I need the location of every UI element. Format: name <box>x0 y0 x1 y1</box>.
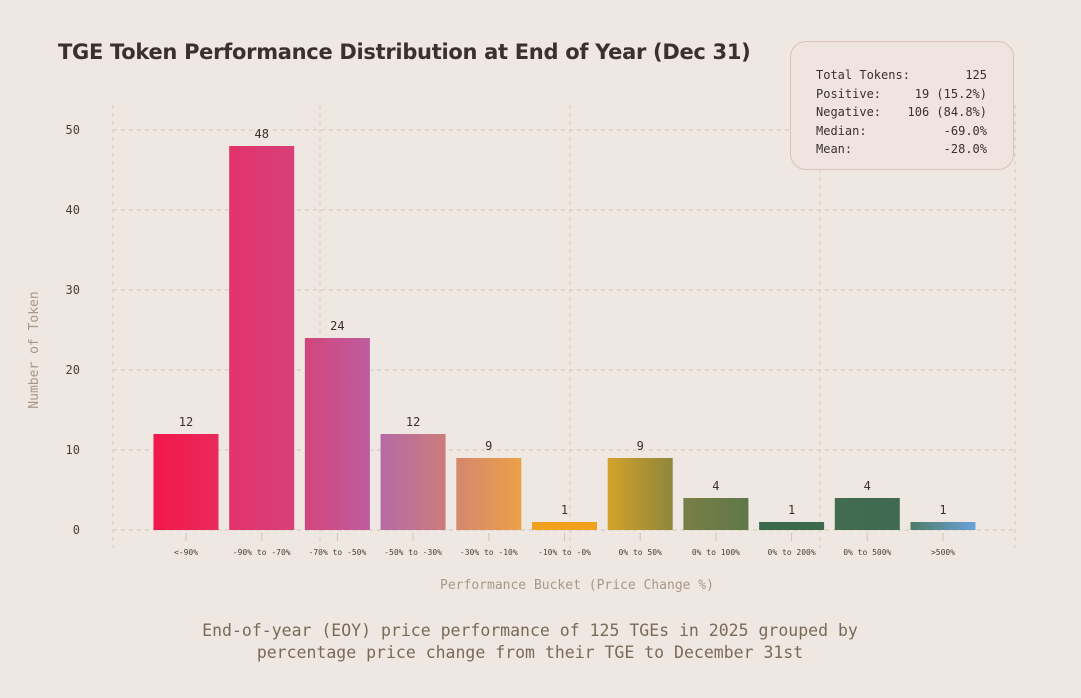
y-tick-label: 0 <box>73 523 80 537</box>
x-tick-label: -30% to -10% <box>460 548 518 557</box>
y-tick-label: 50 <box>66 123 80 137</box>
stat-row: Median: -69.0% <box>816 122 987 141</box>
x-tick-label: -50% to -30% <box>384 548 442 557</box>
stat-label: Negative: <box>816 105 882 119</box>
x-tick-label: -70% to -50% <box>309 548 367 557</box>
bar-value-label: 12 <box>406 415 420 429</box>
bar <box>153 434 219 530</box>
bar-value-label: 4 <box>712 479 719 493</box>
x-tick-label: -90% to -70% <box>233 548 291 557</box>
bar <box>456 458 522 530</box>
stat-value: 106 (84.8%) <box>907 105 987 119</box>
x-tick-label: <-90% <box>174 548 198 557</box>
x-tick-label: 0% to 500% <box>843 548 891 557</box>
bar <box>683 498 749 530</box>
stat-label: Total Tokens: <box>816 68 910 82</box>
stat-row: Positive: 19 (15.2%) <box>816 85 987 104</box>
bar-value-label: 4 <box>864 479 871 493</box>
bar-value-label: 1 <box>939 503 946 517</box>
bar-value-label: 48 <box>254 127 268 141</box>
chart-title: TGE Token Performance Distribution at En… <box>58 40 751 64</box>
bar <box>304 338 370 530</box>
bar-value-label: 9 <box>637 439 644 453</box>
stat-value: 125 <box>965 68 987 82</box>
bar-value-label: 1 <box>788 503 795 517</box>
caption: End-of-year (EOY) price performance of 1… <box>0 620 1060 664</box>
stat-value: -69.0% <box>943 123 987 138</box>
y-tick-label: 20 <box>66 363 80 377</box>
y-axis-label: Number of Token <box>27 291 42 408</box>
stat-value: 19 (15.2%) <box>914 86 987 101</box>
y-tick-label: 10 <box>66 443 80 457</box>
stat-label: Mean: <box>816 142 853 156</box>
x-tick-label: 0% to 50% <box>619 548 663 557</box>
bar <box>607 458 673 530</box>
stats-box: Total Tokens: 125 Positive: 19 (15.2%) Neg… <box>790 41 1014 170</box>
y-tick-label: 30 <box>66 283 80 297</box>
bar <box>834 498 900 530</box>
x-axis-label: Performance Bucket (Price Change %) <box>440 578 714 593</box>
stat-row: Total Tokens: 125 <box>816 66 987 85</box>
stat-row: Mean: -28.0% <box>816 140 987 159</box>
bar-value-label: 1 <box>561 503 568 517</box>
bar <box>910 522 976 530</box>
bar <box>380 434 446 530</box>
x-tick-label: 0% to 100% <box>692 548 740 557</box>
stat-value: -28.0% <box>943 142 987 156</box>
bar <box>759 522 825 530</box>
caption-line: percentage price change from their TGE t… <box>256 643 804 662</box>
x-tick-label: 0% to 200% <box>768 548 816 557</box>
bar-value-label: 24 <box>330 319 344 333</box>
x-tick-label: -10% to -0% <box>538 548 591 557</box>
bar-value-label: 9 <box>485 439 492 453</box>
bar-value-label: 12 <box>179 415 193 429</box>
x-tick-label: >500% <box>931 548 955 557</box>
stat-row: Negative: 106 (84.8%) <box>816 103 987 122</box>
stat-label: Positive: <box>816 86 882 101</box>
y-tick-label: 40 <box>66 203 80 217</box>
bar <box>229 146 295 530</box>
caption-line: End-of-year (EOY) price performance of 1… <box>202 621 858 640</box>
stat-label: Median: <box>816 123 867 138</box>
bar <box>532 522 597 530</box>
